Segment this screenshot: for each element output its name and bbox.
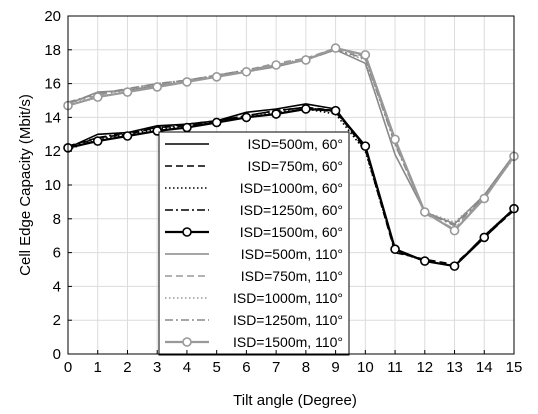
data-point bbox=[449, 261, 460, 271]
data-point bbox=[211, 72, 222, 82]
legend-item: ISD=1250m, 110° bbox=[165, 312, 343, 328]
data-point bbox=[360, 50, 371, 60]
data-point bbox=[360, 141, 371, 151]
y-tick-label: 10 bbox=[44, 177, 61, 194]
series-line bbox=[67, 108, 515, 267]
legend-label: ISD=1500m, 110° bbox=[233, 334, 343, 350]
legend-item: ISD=1250m, 60° bbox=[165, 202, 343, 218]
legend-label: ISD=1250m, 60° bbox=[240, 202, 343, 218]
y-tick-label: 0 bbox=[53, 346, 61, 363]
data-point bbox=[390, 134, 400, 145]
legend-label: ISD=500m, 60° bbox=[248, 136, 343, 152]
data-point bbox=[449, 225, 460, 236]
series-line bbox=[67, 107, 515, 268]
legend-item: ISD=750m, 110° bbox=[165, 268, 343, 284]
legend-label: ISD=750m, 110° bbox=[241, 268, 343, 284]
x-tick-label: 11 bbox=[387, 359, 403, 376]
data-point bbox=[301, 55, 311, 65]
legend-box bbox=[158, 131, 350, 356]
data-point bbox=[122, 87, 133, 97]
series-4 bbox=[67, 106, 515, 267]
legend: ISD=500m, 60° ISD=750m, 60° ISD=1000m, 60°… bbox=[158, 131, 350, 356]
data-point bbox=[152, 82, 162, 92]
series-layer bbox=[63, 43, 519, 271]
y-tick-label: 2 bbox=[53, 312, 61, 329]
data-point bbox=[301, 104, 311, 114]
y-axis-label: Cell Edge Capacity (Mbit/s) bbox=[17, 94, 34, 276]
legend-item: ISD=1500m, 60° bbox=[165, 224, 343, 240]
x-tick-label: 0 bbox=[64, 359, 72, 376]
legend-label: ISD=1250m, 110° bbox=[233, 312, 343, 328]
legend-item: ISD=500m, 60° bbox=[165, 136, 343, 152]
x-tick-label: 15 bbox=[506, 359, 523, 376]
x-tick-label: 5 bbox=[212, 359, 220, 376]
y-tick-label: 18 bbox=[44, 42, 61, 59]
series-line bbox=[67, 48, 515, 223]
data-point bbox=[92, 92, 103, 102]
x-tick-label: 6 bbox=[242, 359, 250, 376]
series-3 bbox=[67, 108, 515, 267]
series-10 bbox=[63, 43, 519, 236]
data-point bbox=[419, 207, 430, 217]
legend-item: ISD=1000m, 60° bbox=[165, 180, 343, 196]
data-point bbox=[390, 244, 400, 255]
data-point bbox=[479, 193, 490, 204]
data-point bbox=[271, 109, 281, 119]
legend-label: ISD=1500m, 60° bbox=[240, 224, 343, 240]
series-5 bbox=[63, 104, 519, 271]
data-point bbox=[271, 60, 281, 70]
legend-item: ISD=750m, 60° bbox=[165, 158, 343, 174]
data-point bbox=[330, 43, 341, 53]
series-8 bbox=[67, 48, 515, 223]
x-tick-label: 2 bbox=[123, 359, 131, 376]
legend-marker bbox=[182, 337, 192, 347]
y-tick-label: 20 bbox=[44, 8, 61, 25]
legend-label: ISD=750m, 60° bbox=[248, 158, 343, 174]
x-tick-label: 13 bbox=[446, 359, 463, 376]
x-axis-label: Tilt angle (Degree) bbox=[233, 392, 357, 409]
x-tick-label: 10 bbox=[357, 359, 374, 376]
x-tick-label: 3 bbox=[153, 359, 161, 376]
data-point bbox=[122, 131, 133, 141]
legend-label: ISD=500m, 110° bbox=[241, 246, 343, 262]
legend-item: ISD=1000m, 110° bbox=[165, 290, 343, 306]
x-tick-label: 9 bbox=[331, 359, 339, 376]
y-tick-label: 8 bbox=[53, 211, 61, 228]
data-point bbox=[479, 232, 490, 243]
data-point bbox=[330, 105, 341, 116]
series-line bbox=[67, 106, 515, 267]
y-tick-label: 6 bbox=[53, 245, 61, 262]
legend-item: ISD=1500m, 110° bbox=[165, 334, 343, 350]
data-point bbox=[182, 122, 192, 133]
axes-frame bbox=[67, 15, 515, 355]
x-tick-label: 12 bbox=[416, 359, 433, 376]
y-tick-label: 12 bbox=[44, 143, 61, 160]
data-point bbox=[419, 256, 430, 266]
legend-marker bbox=[182, 227, 192, 237]
data-point bbox=[241, 112, 252, 123]
y-tick-label: 16 bbox=[44, 76, 61, 93]
y-tick-label: 14 bbox=[44, 109, 61, 126]
legend-label: ISD=1000m, 60° bbox=[240, 180, 343, 196]
y-tick-label: 4 bbox=[53, 278, 61, 295]
series-line bbox=[67, 46, 515, 232]
x-tick-label: 1 bbox=[94, 359, 102, 376]
data-point bbox=[241, 66, 252, 77]
x-tick-label: 7 bbox=[272, 359, 280, 376]
data-point bbox=[92, 136, 103, 146]
legend-item: ISD=500m, 110° bbox=[165, 246, 343, 262]
x-tick-label: 4 bbox=[183, 359, 191, 376]
data-point bbox=[211, 117, 222, 128]
x-tick-label: 8 bbox=[302, 359, 310, 376]
data-point bbox=[182, 77, 192, 87]
legend-label: ISD=1000m, 110° bbox=[233, 290, 343, 306]
x-tick-label: 14 bbox=[476, 359, 493, 376]
